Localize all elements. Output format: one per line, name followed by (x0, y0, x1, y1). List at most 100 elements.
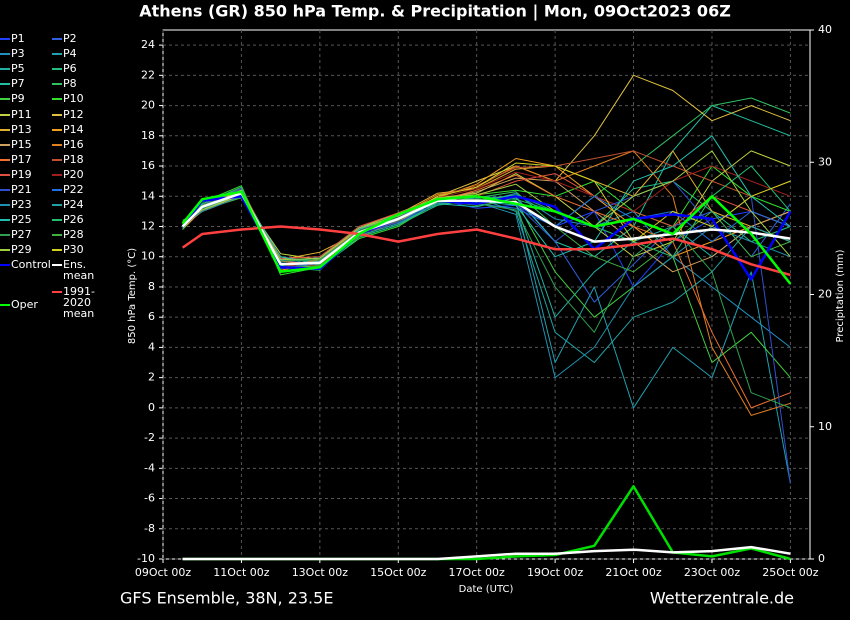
y-tick-label: 12 (141, 219, 155, 232)
legend-entry: P25 (0, 214, 62, 225)
legend-label: P24 (63, 198, 84, 212)
y2-tick-label: 20 (818, 288, 832, 301)
x-tick-label: 23Oct 00z (684, 566, 741, 579)
legend-swatch (0, 113, 10, 116)
legend-label: P28 (63, 228, 84, 242)
legend-swatch (52, 38, 62, 40)
legend-label: P17 (11, 152, 32, 166)
y2-tick-label: 10 (818, 420, 832, 433)
legend-swatch (0, 264, 10, 266)
legend-swatch (52, 264, 62, 266)
legend-label: P8 (63, 77, 77, 91)
y-tick-label: 22 (141, 68, 155, 81)
y-tick-label: 2 (148, 371, 155, 384)
legend-entry: P27 (0, 229, 62, 240)
y-axis-label: 850 hPa Temp. (°C) (127, 248, 138, 344)
legend-swatch (52, 113, 62, 116)
legend-entry: Control (0, 259, 62, 270)
x-tick-label: 17Oct 00z (449, 566, 506, 579)
x-axis-label: Date (UTC) (459, 584, 514, 595)
legend-swatch (52, 128, 62, 131)
legend-label: P9 (11, 92, 25, 106)
legend-swatch (0, 68, 10, 71)
legend-swatch (0, 204, 10, 207)
y-tick-label: -2 (144, 431, 155, 444)
legend-label: Ens. mean (63, 258, 95, 282)
legend-swatch (0, 189, 10, 191)
y-tick-label: 4 (148, 340, 155, 353)
legend-label: P2 (63, 32, 77, 45)
y-tick-label: 18 (141, 129, 155, 142)
legend-label: P14 (63, 122, 84, 136)
legend-label: P30 (63, 243, 84, 257)
legend-label: P5 (11, 62, 25, 76)
legend-label: P6 (63, 62, 77, 76)
legend-swatch (52, 291, 62, 293)
legend-label: P7 (11, 77, 25, 91)
y2-tick-label: 30 (818, 155, 832, 168)
legend-swatch (52, 219, 62, 222)
legend-entry: P20 (52, 169, 114, 180)
legend-entry: 1991-2020 mean (52, 286, 114, 319)
legend-swatch (0, 219, 10, 222)
x-tick-label: 19Oct 00z (527, 566, 584, 579)
y2-tick-label: 0 (818, 552, 825, 565)
legend-entry: Oper (0, 299, 62, 310)
legend-entry: Ens. mean (52, 259, 114, 281)
legend-swatch (52, 234, 62, 237)
legend-entry: P19 (0, 169, 62, 180)
y-tick-label: 0 (148, 401, 155, 414)
legend-label: P4 (63, 47, 77, 61)
series-line (182, 485, 791, 561)
legend-entry: P5 (0, 63, 62, 74)
legend-entry: P24 (52, 199, 114, 210)
footer-right: Wetterzentrale.de (650, 589, 794, 608)
series-line (182, 545, 791, 561)
legend-entry: P13 (0, 124, 62, 135)
y-tick-label: -6 (144, 492, 155, 505)
legend-entry: P14 (52, 124, 114, 135)
legend-swatch (0, 38, 10, 40)
x-tick-label: 21Oct 00z (605, 566, 662, 579)
y-tick-label: 14 (141, 189, 155, 202)
legend-entry: P28 (52, 229, 114, 240)
legend-label: Control (11, 258, 51, 271)
legend-label: P20 (63, 167, 84, 181)
chart-title: Athens (GR) 850 hPa Temp. & Precipitatio… (139, 2, 731, 22)
legend-entry: P23 (0, 199, 62, 210)
y-tick-label: 16 (141, 159, 155, 172)
legend-entry: P15 (0, 139, 62, 150)
legend-swatch (52, 143, 62, 146)
legend-swatch (0, 128, 10, 131)
series-line (181, 190, 792, 285)
legend-swatch (0, 143, 10, 146)
legend-entry: P4 (52, 48, 114, 59)
legend-swatch (0, 234, 10, 237)
legend-swatch (0, 249, 10, 252)
y-tick-label: -4 (144, 461, 155, 474)
legend-label: P21 (11, 183, 32, 196)
legend-swatch (0, 98, 10, 101)
series-line (182, 197, 791, 378)
legend-label: P16 (63, 137, 84, 151)
legend-entry: P12 (52, 109, 114, 120)
legend-entry: P29 (0, 244, 62, 255)
legend-entry: P2 (52, 33, 114, 44)
legend-label: P19 (11, 167, 32, 181)
legend-label: P27 (11, 228, 32, 242)
legend-swatch (52, 83, 62, 86)
legend-swatch (52, 158, 62, 161)
x-tick-label: 09Oct 00z (135, 566, 192, 579)
legend-label: P29 (11, 243, 32, 257)
legend-swatch (0, 304, 10, 306)
legend-swatch (0, 53, 10, 56)
legend-entry: P9 (0, 93, 62, 104)
x-tick-label: 15Oct 00z (370, 566, 427, 579)
legend-entry: P21 (0, 184, 62, 195)
legend-swatch (52, 68, 62, 71)
series-line (181, 225, 791, 277)
y2-axis-label: Precipitation (mm) (835, 249, 846, 342)
series-line (181, 191, 791, 266)
legend-swatch (0, 173, 10, 176)
